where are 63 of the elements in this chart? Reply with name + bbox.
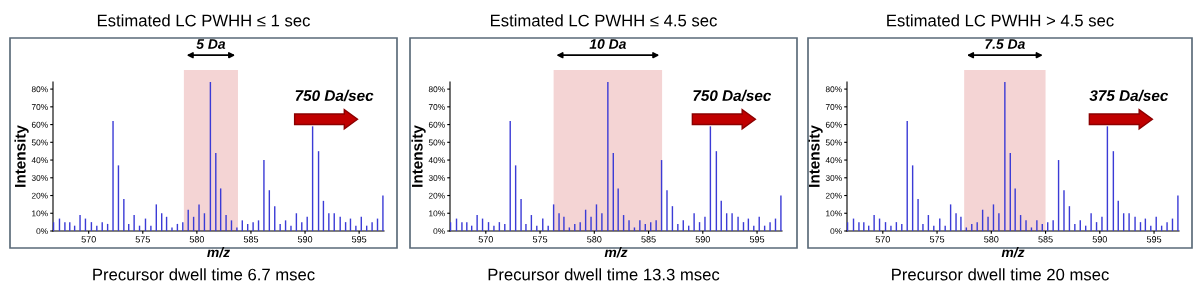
x-axis-title: m/z [604,247,628,258]
y-tick-label: 0% [433,228,445,235]
y-tick-label: 40% [825,157,842,164]
x-tick-label: 575 [929,236,945,243]
chart-title: Estimated LC PWHH > 4.5 sec [887,14,1114,27]
y-tick-label: 10% [429,210,445,217]
y-tick-label: 0% [830,228,842,235]
x-tick-label: 590 [297,236,313,243]
text: Precursor dwell time 6.7 msec [93,268,315,281]
band-label: 7.5 Da [985,39,1025,49]
y-tick-label: 40% [428,157,445,164]
x-tick-label: 570 [875,236,890,243]
chart-title: Estimated LC PWHH ≤ 4.5 sec [491,14,717,27]
band-label: 5 Da [196,39,226,49]
text: Precursor dwell time 13.3 msec [488,268,720,281]
y-axis-title: Intensity [808,125,823,187]
chart-title: Estimated LC PWHH ≤ 1 sec [97,14,310,27]
y-tick-label: 70% [428,104,445,110]
y-tick-label: 80% [825,86,842,93]
y-tick-label: 60% [31,121,48,128]
y-tick-label: 20% [31,192,48,199]
y-tick-label: 20% [428,192,445,199]
x-tick-label: 585 [1038,236,1053,243]
text: Precursor dwell time 20 msec [892,268,1109,281]
y-tick-label: 50% [31,139,48,146]
x-tick-label: 595 [351,236,367,243]
annotation: 750 Da/sec [693,89,772,102]
y-tick-label: 20% [825,192,842,199]
y-tick-label: 30% [31,174,48,181]
y-tick-label: 70% [31,104,48,110]
y-tick-label: 30% [428,174,445,181]
y-tick-label: 10% [32,210,48,217]
y-tick-label: 60% [825,121,842,128]
y-tick-label: 40% [31,157,48,164]
band-label: 10 Da [589,39,626,49]
x-tick-label: 575 [532,236,548,243]
x-axis-title: m/z [207,247,230,258]
x-axis-title: m/z [1001,247,1025,258]
annotation: 375 Da/sec [1089,89,1169,102]
annotation: 750 Da/sec [295,89,374,102]
x-tick-label: 595 [749,236,765,243]
x-tick-label: 580 [984,236,999,243]
x-tick-label: 570 [478,236,493,243]
x-tick-label: 585 [641,236,656,243]
x-tick-label: 590 [1092,236,1107,243]
y-tick-label: 80% [428,86,445,93]
x-tick-label: 595 [1146,236,1162,243]
y-tick-label: 10% [826,210,842,217]
y-tick-label: 0% [36,228,48,235]
y-axis-title: Intensity [411,125,426,187]
x-tick-label: 570 [81,236,96,243]
x-tick-label: 575 [135,236,150,243]
y-tick-label: 50% [428,139,445,146]
y-tick-label: 30% [825,174,842,181]
y-axis-title: Intensity [14,125,29,187]
x-tick-label: 580 [587,236,602,243]
y-tick-label: 60% [428,121,445,128]
x-tick-label: 580 [189,236,205,243]
y-tick-label: 50% [825,139,842,146]
x-tick-label: 590 [695,236,710,243]
x-tick-label: 585 [243,236,259,243]
y-tick-label: 70% [825,104,842,110]
y-tick-label: 80% [31,86,48,93]
